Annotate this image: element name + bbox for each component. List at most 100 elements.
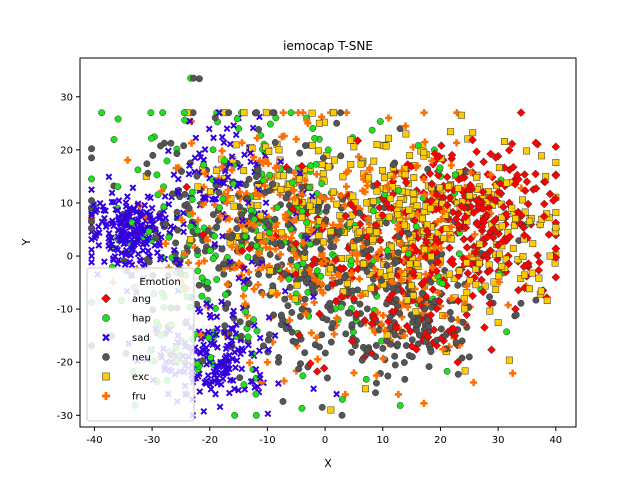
point-sad: [108, 220, 116, 228]
point-fru: [238, 139, 246, 147]
y-tick-label: -30: [57, 411, 73, 422]
point-neu: [157, 142, 164, 150]
point-sad: [271, 332, 279, 339]
point-fru: [328, 260, 336, 268]
point-fru: [292, 253, 301, 261]
point-exc: [406, 260, 414, 268]
point-ang: [433, 170, 443, 180]
point-fru: [342, 109, 351, 117]
point-neu: [215, 264, 223, 272]
point-sad: [254, 383, 262, 391]
point-fru: [273, 162, 281, 170]
point-exc: [552, 224, 560, 232]
point-fru: [276, 191, 284, 199]
point-sad: [191, 154, 199, 162]
point-fru: [389, 279, 397, 287]
point-hap: [303, 219, 311, 227]
point-neu: [316, 343, 323, 351]
point-exc: [277, 186, 285, 193]
point-sad: [127, 251, 135, 259]
point-ang: [291, 239, 301, 248]
point-sad: [114, 246, 122, 254]
point-exc: [315, 232, 323, 239]
point-exc: [543, 297, 551, 304]
point-sad: [103, 220, 111, 228]
point-sad: [235, 386, 242, 394]
point-fru: [200, 257, 208, 265]
point-neu: [204, 284, 212, 292]
point-fru: [271, 245, 280, 253]
point-fru: [194, 216, 202, 224]
point-exc: [230, 202, 238, 210]
point-neu: [269, 282, 277, 290]
point-exc: [327, 406, 335, 414]
point-neu: [281, 270, 289, 278]
point-sad: [179, 209, 187, 217]
point-neu: [262, 217, 270, 225]
point-sad: [238, 365, 246, 373]
point-exc: [382, 142, 390, 150]
point-fru: [263, 358, 272, 366]
point-fru: [353, 248, 361, 257]
point-exc: [538, 152, 545, 160]
point-fru: [330, 330, 338, 338]
point-fru: [261, 156, 270, 164]
point-sad: [105, 173, 113, 181]
point-exc: [421, 246, 429, 253]
point-fru: [178, 216, 186, 224]
point-neu: [284, 221, 292, 229]
point-fru: [272, 164, 280, 172]
point-exc: [521, 271, 529, 279]
point-neu: [275, 358, 282, 366]
point-ang: [520, 230, 529, 240]
point-fru: [454, 316, 462, 324]
point-fru: [241, 220, 249, 229]
point-sad: [88, 210, 95, 218]
point-exc: [343, 280, 351, 287]
point-neu: [447, 315, 455, 323]
point-neu: [222, 304, 230, 312]
point-fru: [282, 233, 290, 241]
point-fru: [202, 233, 210, 241]
point-fru: [327, 195, 336, 203]
point-neu: [408, 353, 416, 361]
point-fru: [261, 182, 269, 190]
legend-label-neu: neu: [132, 353, 151, 364]
point-fru: [381, 326, 389, 334]
point-hap: [305, 183, 313, 191]
point-exc: [329, 188, 337, 196]
point-sad: [217, 369, 225, 377]
point-hap: [405, 250, 413, 258]
point-hap: [147, 109, 155, 117]
point-fru: [333, 270, 341, 279]
point-hap: [193, 360, 201, 368]
point-exc: [505, 356, 513, 364]
point-exc: [552, 209, 560, 217]
point-exc: [240, 109, 248, 117]
point-neu: [400, 359, 408, 366]
point-neu: [298, 305, 306, 313]
point-ang: [434, 152, 444, 161]
point-fru: [319, 221, 327, 230]
point-neu: [255, 126, 263, 133]
x-tick-label: 10: [376, 435, 389, 446]
point-sad: [221, 328, 228, 336]
point-ang: [490, 195, 500, 205]
point-ang: [370, 313, 380, 323]
point-neu: [342, 330, 350, 338]
point-fru: [218, 147, 226, 155]
point-ang: [294, 330, 304, 340]
point-sad: [211, 240, 219, 248]
point-ang: [382, 198, 391, 208]
point-hap: [148, 134, 155, 142]
point-fru: [379, 354, 387, 363]
point-sad: [157, 233, 165, 241]
point-exc: [401, 171, 409, 179]
point-hap: [180, 109, 188, 117]
point-fru: [332, 321, 340, 329]
point-fru: [301, 176, 309, 185]
point-neu: [233, 225, 241, 232]
point-fru: [307, 226, 315, 234]
point-ang: [432, 304, 442, 314]
point-hap: [241, 284, 248, 292]
